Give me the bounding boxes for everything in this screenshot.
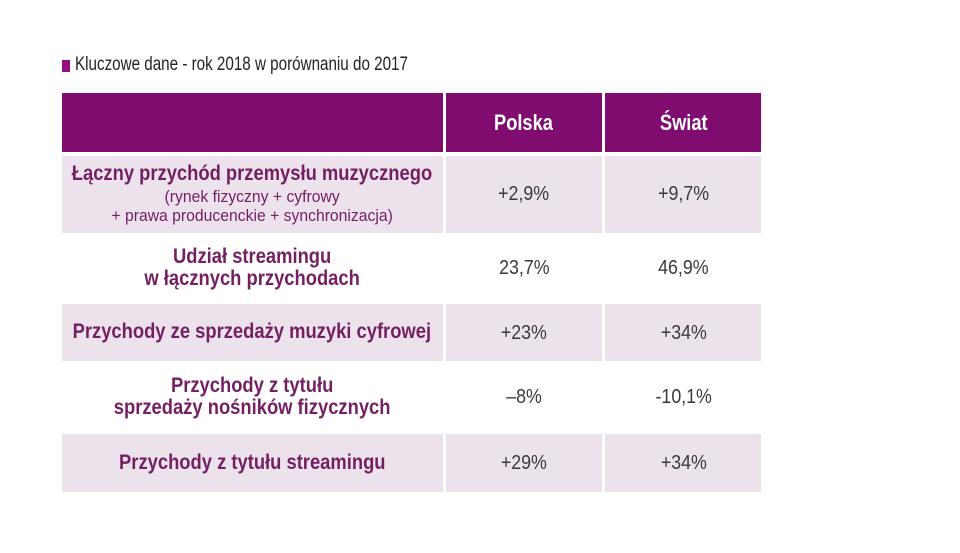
column-header-polska: Polska — [494, 109, 554, 135]
row-label: Przychody z tytułu streamingu — [119, 450, 386, 474]
row-label-cell: Przychody ze sprzedaży muzyki cyfrowej — [62, 304, 443, 361]
value-cell-swiat: 46,9% — [605, 236, 762, 301]
header-cell-swiat: Świat — [605, 93, 762, 152]
value-swiat: 46,9% — [658, 257, 709, 280]
value-cell-swiat: +34% — [605, 433, 762, 492]
value-polska: +2,9% — [498, 183, 550, 205]
row-label: Przychody z tytułu sprzedaży nośników fi… — [113, 373, 391, 420]
value-polska: +23% — [500, 321, 547, 344]
row-label: Przychody ze sprzedaży muzyki cyfrowej — [73, 320, 432, 344]
row-label: Łączny przychód przemysłu muzycznego — [72, 162, 433, 186]
value-cell-polska: –8% — [446, 364, 602, 430]
value-cell-swiat: +34% — [605, 304, 762, 361]
header-cell-polska: Polska — [446, 93, 602, 152]
square-bullet-icon — [62, 59, 70, 72]
column-header-swiat: Świat — [659, 109, 708, 135]
value-cell-polska: +23% — [446, 304, 602, 361]
value-swiat: +34% — [660, 321, 707, 344]
value-swiat: +9,7% — [657, 183, 709, 205]
value-polska: +29% — [500, 451, 547, 474]
row-label-cell: Przychody z tytułu sprzedaży nośników fi… — [62, 364, 443, 430]
row-label: Udział streamingu w łącznych przychodach — [144, 244, 360, 291]
value-cell-polska: +29% — [446, 433, 602, 492]
value-swiat: +34% — [660, 451, 707, 474]
table-title: Kluczowe dane - rok 2018 w porównaniu do… — [62, 54, 491, 75]
value-swiat: -10,1% — [655, 386, 712, 409]
row-label-cell: Udział streamingu w łącznych przychodach — [62, 236, 443, 301]
value-polska: –8% — [506, 386, 542, 409]
row-label-cell: Łączny przychód przemysłu muzycznego (ryn… — [62, 155, 443, 233]
row-label-cell: Przychody z tytułu streamingu — [62, 433, 443, 492]
value-cell-swiat: -10,1% — [605, 364, 762, 430]
value-polska: 23,7% — [498, 257, 550, 280]
value-cell-polska: +2,9% — [446, 155, 602, 233]
value-cell-swiat: +9,7% — [605, 155, 762, 233]
row-label-note: (rynek fizyczny + cyfrowy + prawa produc… — [111, 186, 393, 225]
value-cell-polska: 23,7% — [446, 236, 602, 301]
title-text: Kluczowe dane - rok 2018 w porównaniu do… — [75, 54, 408, 75]
header-cell-empty — [62, 93, 443, 152]
key-data-table: Polska Świat Łączny przychód przemysłu m… — [62, 93, 762, 492]
